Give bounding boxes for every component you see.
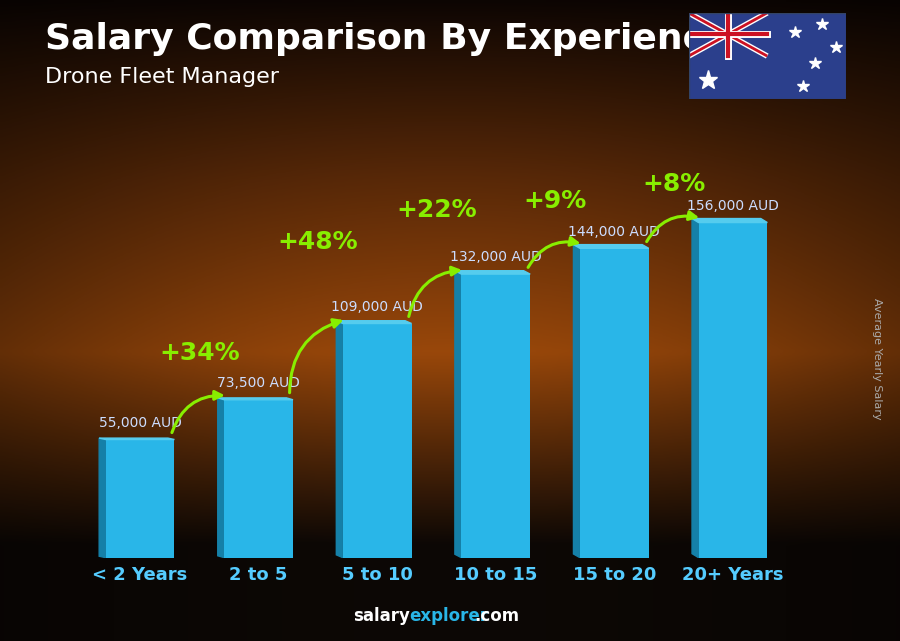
FancyArrowPatch shape <box>528 238 577 267</box>
Polygon shape <box>454 271 530 274</box>
Text: Salary Comparison By Experience: Salary Comparison By Experience <box>45 22 728 56</box>
Bar <box>343 324 411 558</box>
Text: +8%: +8% <box>642 172 706 196</box>
FancyArrowPatch shape <box>409 267 459 317</box>
FancyArrowPatch shape <box>172 392 221 433</box>
Polygon shape <box>692 219 768 222</box>
Text: 132,000 AUD: 132,000 AUD <box>450 251 542 265</box>
Polygon shape <box>218 398 293 400</box>
Text: 73,500 AUD: 73,500 AUD <box>217 376 300 390</box>
Text: 109,000 AUD: 109,000 AUD <box>331 300 423 314</box>
FancyArrowPatch shape <box>647 212 696 242</box>
Polygon shape <box>99 438 105 558</box>
Text: 144,000 AUD: 144,000 AUD <box>569 224 661 238</box>
Text: +34%: +34% <box>159 340 239 365</box>
FancyArrowPatch shape <box>290 320 340 393</box>
Text: +48%: +48% <box>277 230 358 254</box>
Text: +22%: +22% <box>396 197 477 222</box>
Text: salary: salary <box>353 607 410 625</box>
Text: Average Yearly Salary: Average Yearly Salary <box>872 298 883 420</box>
Bar <box>105 440 175 558</box>
Bar <box>462 274 530 558</box>
Bar <box>698 222 768 558</box>
Text: 55,000 AUD: 55,000 AUD <box>99 416 182 430</box>
Polygon shape <box>218 398 224 558</box>
Polygon shape <box>337 320 343 558</box>
Text: 156,000 AUD: 156,000 AUD <box>687 199 778 213</box>
Polygon shape <box>692 219 698 558</box>
Polygon shape <box>337 320 411 324</box>
Polygon shape <box>573 245 649 248</box>
Text: +9%: +9% <box>524 189 587 213</box>
Text: .com: .com <box>474 607 519 625</box>
Polygon shape <box>454 271 462 558</box>
Bar <box>224 400 293 558</box>
Text: Drone Fleet Manager: Drone Fleet Manager <box>45 67 279 87</box>
Polygon shape <box>99 438 175 440</box>
Bar <box>580 248 649 558</box>
Polygon shape <box>573 245 580 558</box>
Text: explorer: explorer <box>410 607 489 625</box>
